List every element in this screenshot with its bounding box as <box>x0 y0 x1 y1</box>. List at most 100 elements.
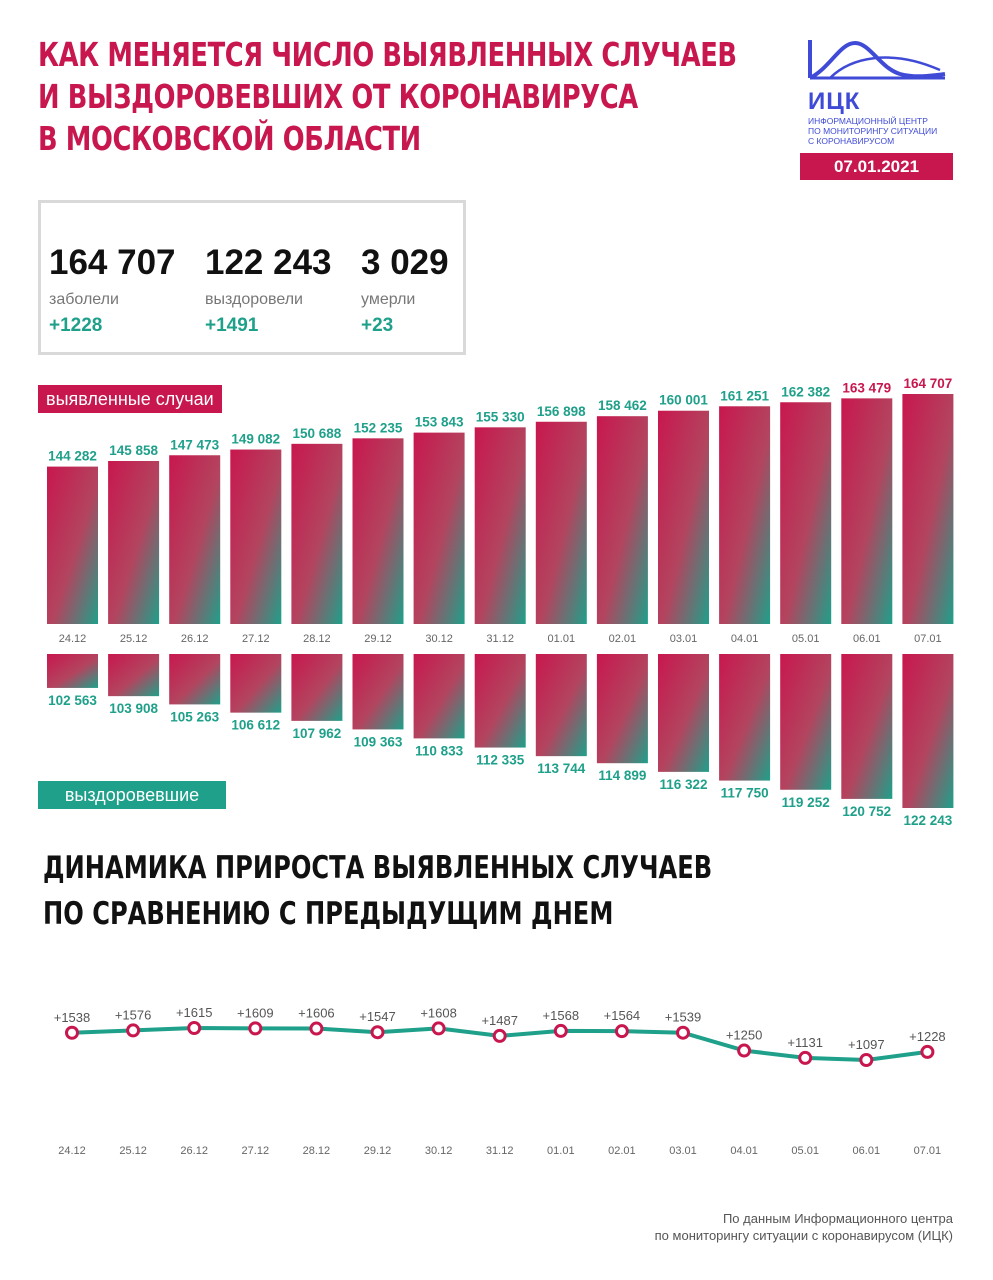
title-line-3: В МОСКОВСКОЙ ОБЛАСТИ <box>38 119 421 158</box>
source-note: По данным Информационного центра по мони… <box>655 1210 953 1244</box>
growth-value-label: +1131 <box>787 1035 823 1050</box>
logo-sub-3: с коронавирусом <box>808 136 895 146</box>
cases-value-label: 144 282 <box>48 449 97 464</box>
cases-value-label: 156 898 <box>537 404 586 419</box>
title-line-2: И ВЫЗДОРОВЕВШИХ ОТ КОРОНАВИРУСА <box>38 77 638 116</box>
recovered-value-label: 105 263 <box>170 709 219 724</box>
recovered-value-label: 116 322 <box>659 777 707 792</box>
recovered-bar <box>474 654 526 748</box>
stat-recovered: 122 243 выздоровели +1491 <box>205 243 332 337</box>
growth-date-label: 06.01 <box>853 1145 881 1157</box>
growth-value-label: +1250 <box>726 1028 763 1043</box>
cases-value-label: 147 473 <box>170 437 219 452</box>
cases-bar <box>352 438 404 624</box>
growth-value-label: +1608 <box>420 1005 457 1020</box>
recovered-label: выздоровели <box>205 291 303 308</box>
recovered-value-label: 109 363 <box>354 734 403 749</box>
growth-date-label: 24.12 <box>58 1145 86 1157</box>
date-tick-label: 31.12 <box>486 633 514 645</box>
growth-point <box>614 1024 629 1039</box>
recovered-value-label: 113 744 <box>537 761 586 776</box>
logo-sub-2: по мониторингу ситуации <box>808 126 938 136</box>
recovered-bar <box>413 654 465 739</box>
logo-wave-icon <box>808 40 946 80</box>
date-tick-label: 27.12 <box>242 633 270 645</box>
source-line-2: по мониторингу ситуации с коронавирусом … <box>654 1228 953 1243</box>
growth-date-label: 31.12 <box>486 1145 514 1157</box>
growth-date-label: 01.01 <box>547 1145 575 1157</box>
cases-value-label: 155 330 <box>476 409 525 424</box>
cases-bar <box>780 402 832 624</box>
growth-value-label: +1097 <box>848 1037 885 1052</box>
recovered-bar <box>169 654 221 705</box>
cases-bar <box>535 421 587 624</box>
growth-point <box>65 1025 79 1040</box>
growth-point <box>859 1053 874 1067</box>
recovered-delta: +1491 <box>205 315 259 336</box>
logo-abbr: ИЦК <box>808 88 861 115</box>
date-tick-label: 05.01 <box>792 633 820 645</box>
died-value: 3 029 <box>361 243 449 282</box>
cases-value-label: 145 858 <box>109 443 158 458</box>
cases-bar <box>291 443 343 624</box>
growth-date-label: 05.01 <box>791 1145 819 1157</box>
growth-date-label: 28.12 <box>303 1145 331 1157</box>
growth-value-label: +1547 <box>359 1009 396 1024</box>
growth-point <box>798 1050 813 1065</box>
cases-bar <box>474 427 526 624</box>
growth-point <box>248 1021 263 1036</box>
cases-value-label: 160 001 <box>659 393 708 408</box>
recovered-legend-pill: выздоровевшие <box>38 781 226 809</box>
infected-label: заболели <box>49 291 119 308</box>
cases-value-label: 163 479 <box>842 380 891 395</box>
cases-value-label: 161 251 <box>720 388 769 403</box>
recovered-value-label: 102 563 <box>48 693 97 708</box>
growth-value-label: +1564 <box>604 1008 641 1023</box>
date-tick-label: 29.12 <box>364 633 392 645</box>
recovered-bar <box>291 654 343 721</box>
date-tick-label: 06.01 <box>853 633 881 645</box>
growth-point <box>492 1028 507 1043</box>
growth-point <box>187 1021 202 1035</box>
cases-bar <box>719 406 771 624</box>
recovered-bar <box>841 654 893 799</box>
source-line-1: По данным Информационного центра <box>722 1211 953 1226</box>
page-title: КАК МЕНЯЕТСЯ ЧИСЛО ВЫЯВЛЕННЫХ СЛУЧАЕВ И … <box>38 34 737 160</box>
growth-date-label: 30.12 <box>425 1145 453 1157</box>
growth-value-label: +1538 <box>54 1010 91 1025</box>
dynamics-title-line-1: ДИНАМИКА ПРИРОСТА ВЫЯВЛЕННЫХ СЛУЧАЕВ <box>43 850 713 886</box>
date-tick-label: 04.01 <box>731 633 759 645</box>
recovered-bar <box>902 654 954 808</box>
date-tick-label: 28.12 <box>303 633 331 645</box>
growth-point <box>370 1025 385 1040</box>
growth-date-label: 27.12 <box>242 1145 270 1157</box>
growth-line-chart: +1538 24.12 +1576 25.12 +1615 26.12 +1609 27.12… <box>54 1005 946 1157</box>
growth-point <box>309 1021 324 1036</box>
cases-value-label: 153 843 <box>415 415 464 430</box>
recovered-bar <box>108 654 160 697</box>
growth-value-label: +1615 <box>176 1005 213 1020</box>
cases-legend-pill: выявленные случаи <box>38 385 222 413</box>
growth-point <box>553 1023 568 1038</box>
recovered-value-label: 119 252 <box>782 795 830 810</box>
growth-value-label: +1568 <box>543 1008 580 1023</box>
growth-point <box>676 1025 690 1040</box>
recovered-value-label: 107 962 <box>292 726 341 741</box>
died-label: умерли <box>361 291 416 308</box>
growth-point <box>431 1021 446 1036</box>
dynamics-title: ДИНАМИКА ПРИРОСТА ВЫЯВЛЕННЫХ СЛУЧАЕВ ПО … <box>43 845 745 937</box>
recovered-value-label: 112 335 <box>476 753 525 768</box>
cases-bar <box>230 449 282 624</box>
growth-value-label: +1609 <box>237 1005 274 1020</box>
recovered-value-label: 120 752 <box>842 804 891 819</box>
logo-sub-1: Информационный центр <box>808 116 928 126</box>
cases-value-label: 164 707 <box>903 376 952 391</box>
date-badge: 07.01.2021 <box>800 153 953 180</box>
date-tick-label: 26.12 <box>181 633 209 645</box>
cases-bar <box>841 398 893 624</box>
cases-bar <box>596 416 648 624</box>
cases-bar <box>658 410 709 624</box>
recovered-bar <box>596 654 648 764</box>
recovered-value-label: 117 750 <box>721 786 769 801</box>
recovered-value-label: 106 612 <box>231 718 280 733</box>
